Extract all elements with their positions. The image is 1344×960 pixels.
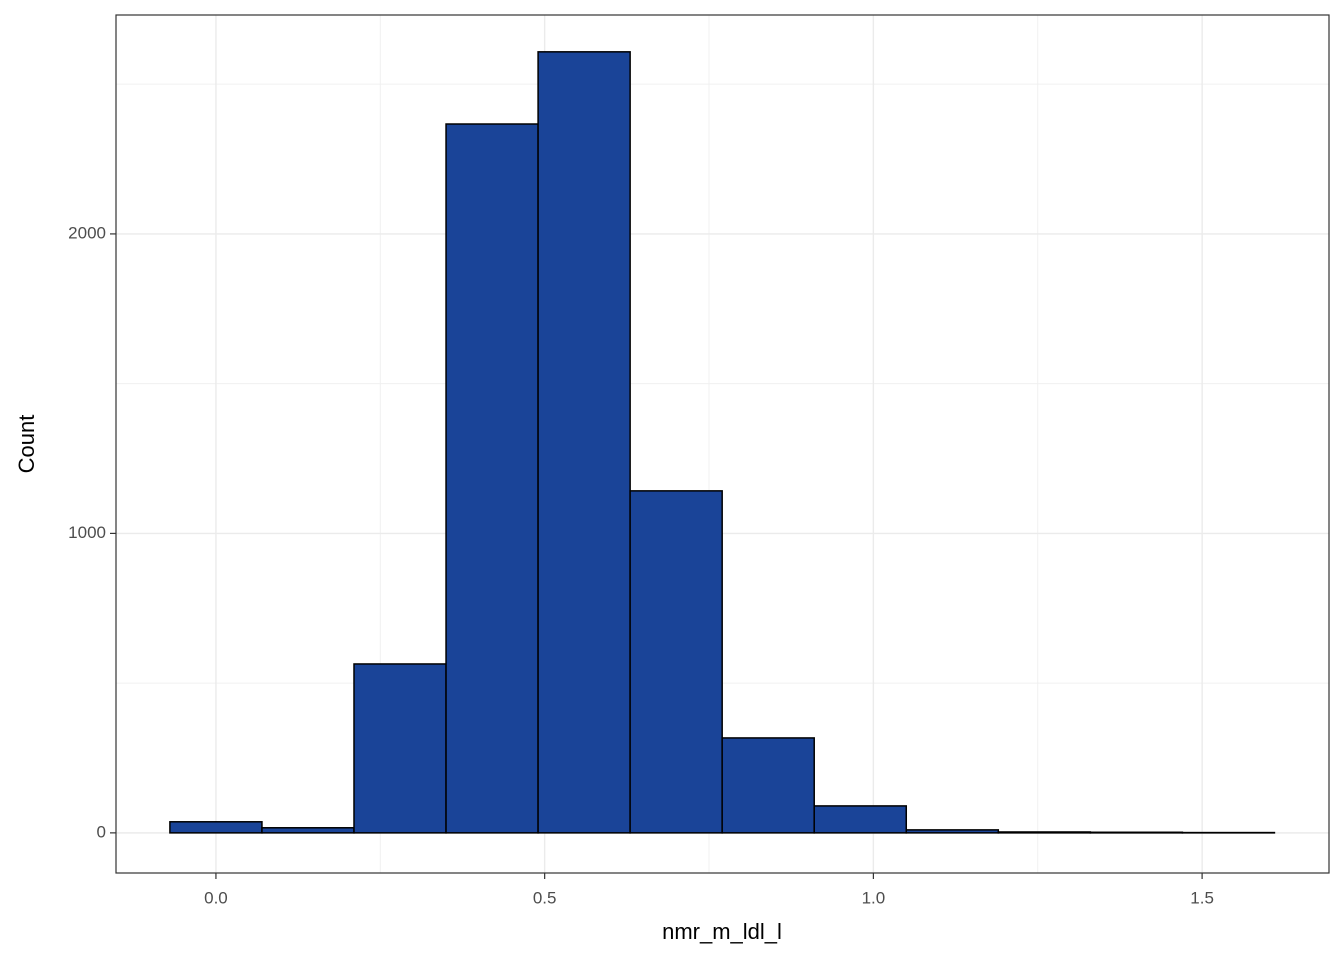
y-tick-label: 2000	[68, 223, 106, 242]
y-tick-label: 1000	[68, 523, 106, 542]
x-tick-label: 1.0	[862, 888, 886, 907]
x-tick-label: 0.0	[204, 888, 228, 907]
plot-border	[115, 14, 1330, 874]
x-axis-title: nmr_m_ldl_l	[662, 919, 782, 944]
bar	[537, 51, 631, 834]
bar	[813, 805, 908, 834]
x-tick-label: 0.5	[533, 888, 557, 907]
bar	[353, 663, 447, 834]
bar	[629, 490, 723, 834]
bar	[261, 827, 355, 834]
bar	[445, 123, 539, 834]
bar	[169, 821, 263, 834]
x-tick-label: 1.5	[1190, 888, 1214, 907]
bar	[997, 831, 1092, 834]
bar	[1089, 831, 1184, 834]
bar	[721, 737, 815, 834]
y-axis-title: Count	[14, 415, 39, 474]
y-tick-label: 0	[97, 822, 106, 841]
bar	[905, 829, 1000, 834]
